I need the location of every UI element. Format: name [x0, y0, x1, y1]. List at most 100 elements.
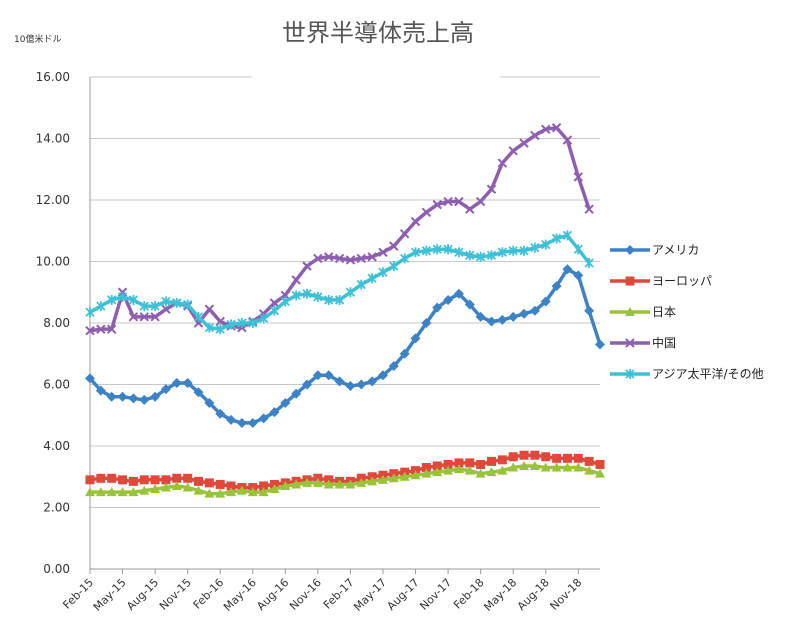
- data-point: [226, 481, 236, 491]
- data-point: [139, 475, 149, 485]
- x-tick-label: Feb-16: [191, 576, 227, 612]
- data-point: [443, 459, 453, 469]
- y-tick-label: 12.00: [36, 193, 70, 207]
- data-point: [541, 239, 551, 250]
- x-tick-label: Aug-16: [254, 576, 291, 613]
- data-point: [194, 476, 204, 486]
- data-point: [410, 247, 421, 258]
- data-point: [530, 450, 540, 460]
- data-point: [573, 453, 583, 463]
- data-point: [106, 391, 117, 402]
- data-point: [584, 456, 594, 466]
- legend-swatch-marker: [625, 245, 635, 255]
- data-point: [465, 458, 475, 468]
- data-point: [117, 291, 128, 302]
- data-point: [389, 261, 399, 272]
- data-point: [551, 123, 562, 133]
- data-point: [215, 479, 225, 489]
- legend-label: 日本: [652, 305, 676, 319]
- data-point: [269, 407, 280, 418]
- data-point: [226, 414, 237, 425]
- data-point: [139, 485, 150, 495]
- data-point: [117, 391, 128, 402]
- data-point: [323, 479, 334, 489]
- data-point: [541, 124, 551, 134]
- legend-label: アメリカ: [652, 243, 699, 257]
- data-point: [150, 475, 160, 485]
- y-tick-label: 8.00: [43, 316, 70, 330]
- data-point: [595, 339, 605, 350]
- data-point: [85, 475, 95, 485]
- data-point: [215, 324, 225, 335]
- data-point: [269, 305, 280, 316]
- data-point: [236, 417, 247, 428]
- data-point: [551, 233, 562, 244]
- data-point: [345, 381, 356, 392]
- data-point: [215, 316, 225, 327]
- data-point: [172, 473, 182, 483]
- legend-item: ヨーロッパ: [610, 274, 712, 288]
- data-point: [388, 473, 399, 483]
- data-point: [161, 296, 171, 307]
- data-point: [345, 255, 356, 265]
- data-point: [334, 294, 345, 305]
- data-point: [541, 452, 551, 462]
- x-tick-label: May-16: [221, 576, 259, 614]
- data-point: [226, 487, 237, 497]
- data-point: [443, 244, 453, 255]
- data-point: [85, 307, 95, 318]
- data-point: [356, 379, 367, 390]
- data-point: [291, 479, 302, 489]
- data-point: [562, 135, 573, 145]
- data-point: [378, 247, 388, 257]
- data-point: [96, 301, 106, 312]
- data-point: [519, 308, 530, 319]
- data-point: [291, 388, 302, 399]
- gridline-gap: [252, 75, 500, 79]
- data-point: [171, 377, 182, 388]
- legend-swatch-marker: [625, 276, 635, 286]
- data-point: [302, 379, 313, 390]
- data-point: [280, 480, 291, 490]
- data-point: [237, 318, 247, 328]
- data-point: [150, 312, 160, 322]
- x-tick-label: Feb-17: [321, 576, 357, 612]
- data-point: [465, 204, 475, 214]
- gridlines: [90, 75, 600, 508]
- data-point: [95, 385, 106, 396]
- series-3: [85, 460, 605, 498]
- data-point: [313, 291, 323, 302]
- x-tick-label: Feb-15: [60, 576, 96, 612]
- y-tick-label: 10.00: [36, 255, 70, 269]
- data-point: [226, 319, 236, 330]
- data-point: [356, 279, 366, 290]
- data-point: [183, 299, 193, 310]
- data-point: [107, 294, 117, 305]
- data-point: [150, 391, 161, 402]
- series-4: [85, 123, 594, 336]
- data-point: [519, 138, 529, 148]
- data-point: [107, 473, 117, 483]
- data-point: [215, 408, 226, 419]
- data-point: [291, 275, 301, 285]
- data-point: [106, 324, 117, 334]
- data-point: [291, 290, 301, 301]
- x-tick-label: May-17: [351, 576, 389, 614]
- data-point: [486, 467, 497, 477]
- data-point: [399, 348, 410, 359]
- data-point: [421, 207, 432, 218]
- data-point: [573, 462, 584, 472]
- data-point: [128, 487, 139, 497]
- data-point: [573, 172, 584, 182]
- y-axis-ticks: 0.00 2.00 4.00 6.00 8.00 10.00 12.00 14.00 16.00: [36, 70, 70, 576]
- data-point: [432, 302, 443, 313]
- data-point: [171, 480, 182, 490]
- data-point: [377, 370, 388, 381]
- x-tick-label: Aug-17: [385, 576, 422, 613]
- series-group: [85, 123, 605, 498]
- axes: [89, 77, 600, 570]
- data-point: [280, 296, 290, 307]
- data-point: [96, 473, 106, 483]
- data-point: [540, 296, 551, 307]
